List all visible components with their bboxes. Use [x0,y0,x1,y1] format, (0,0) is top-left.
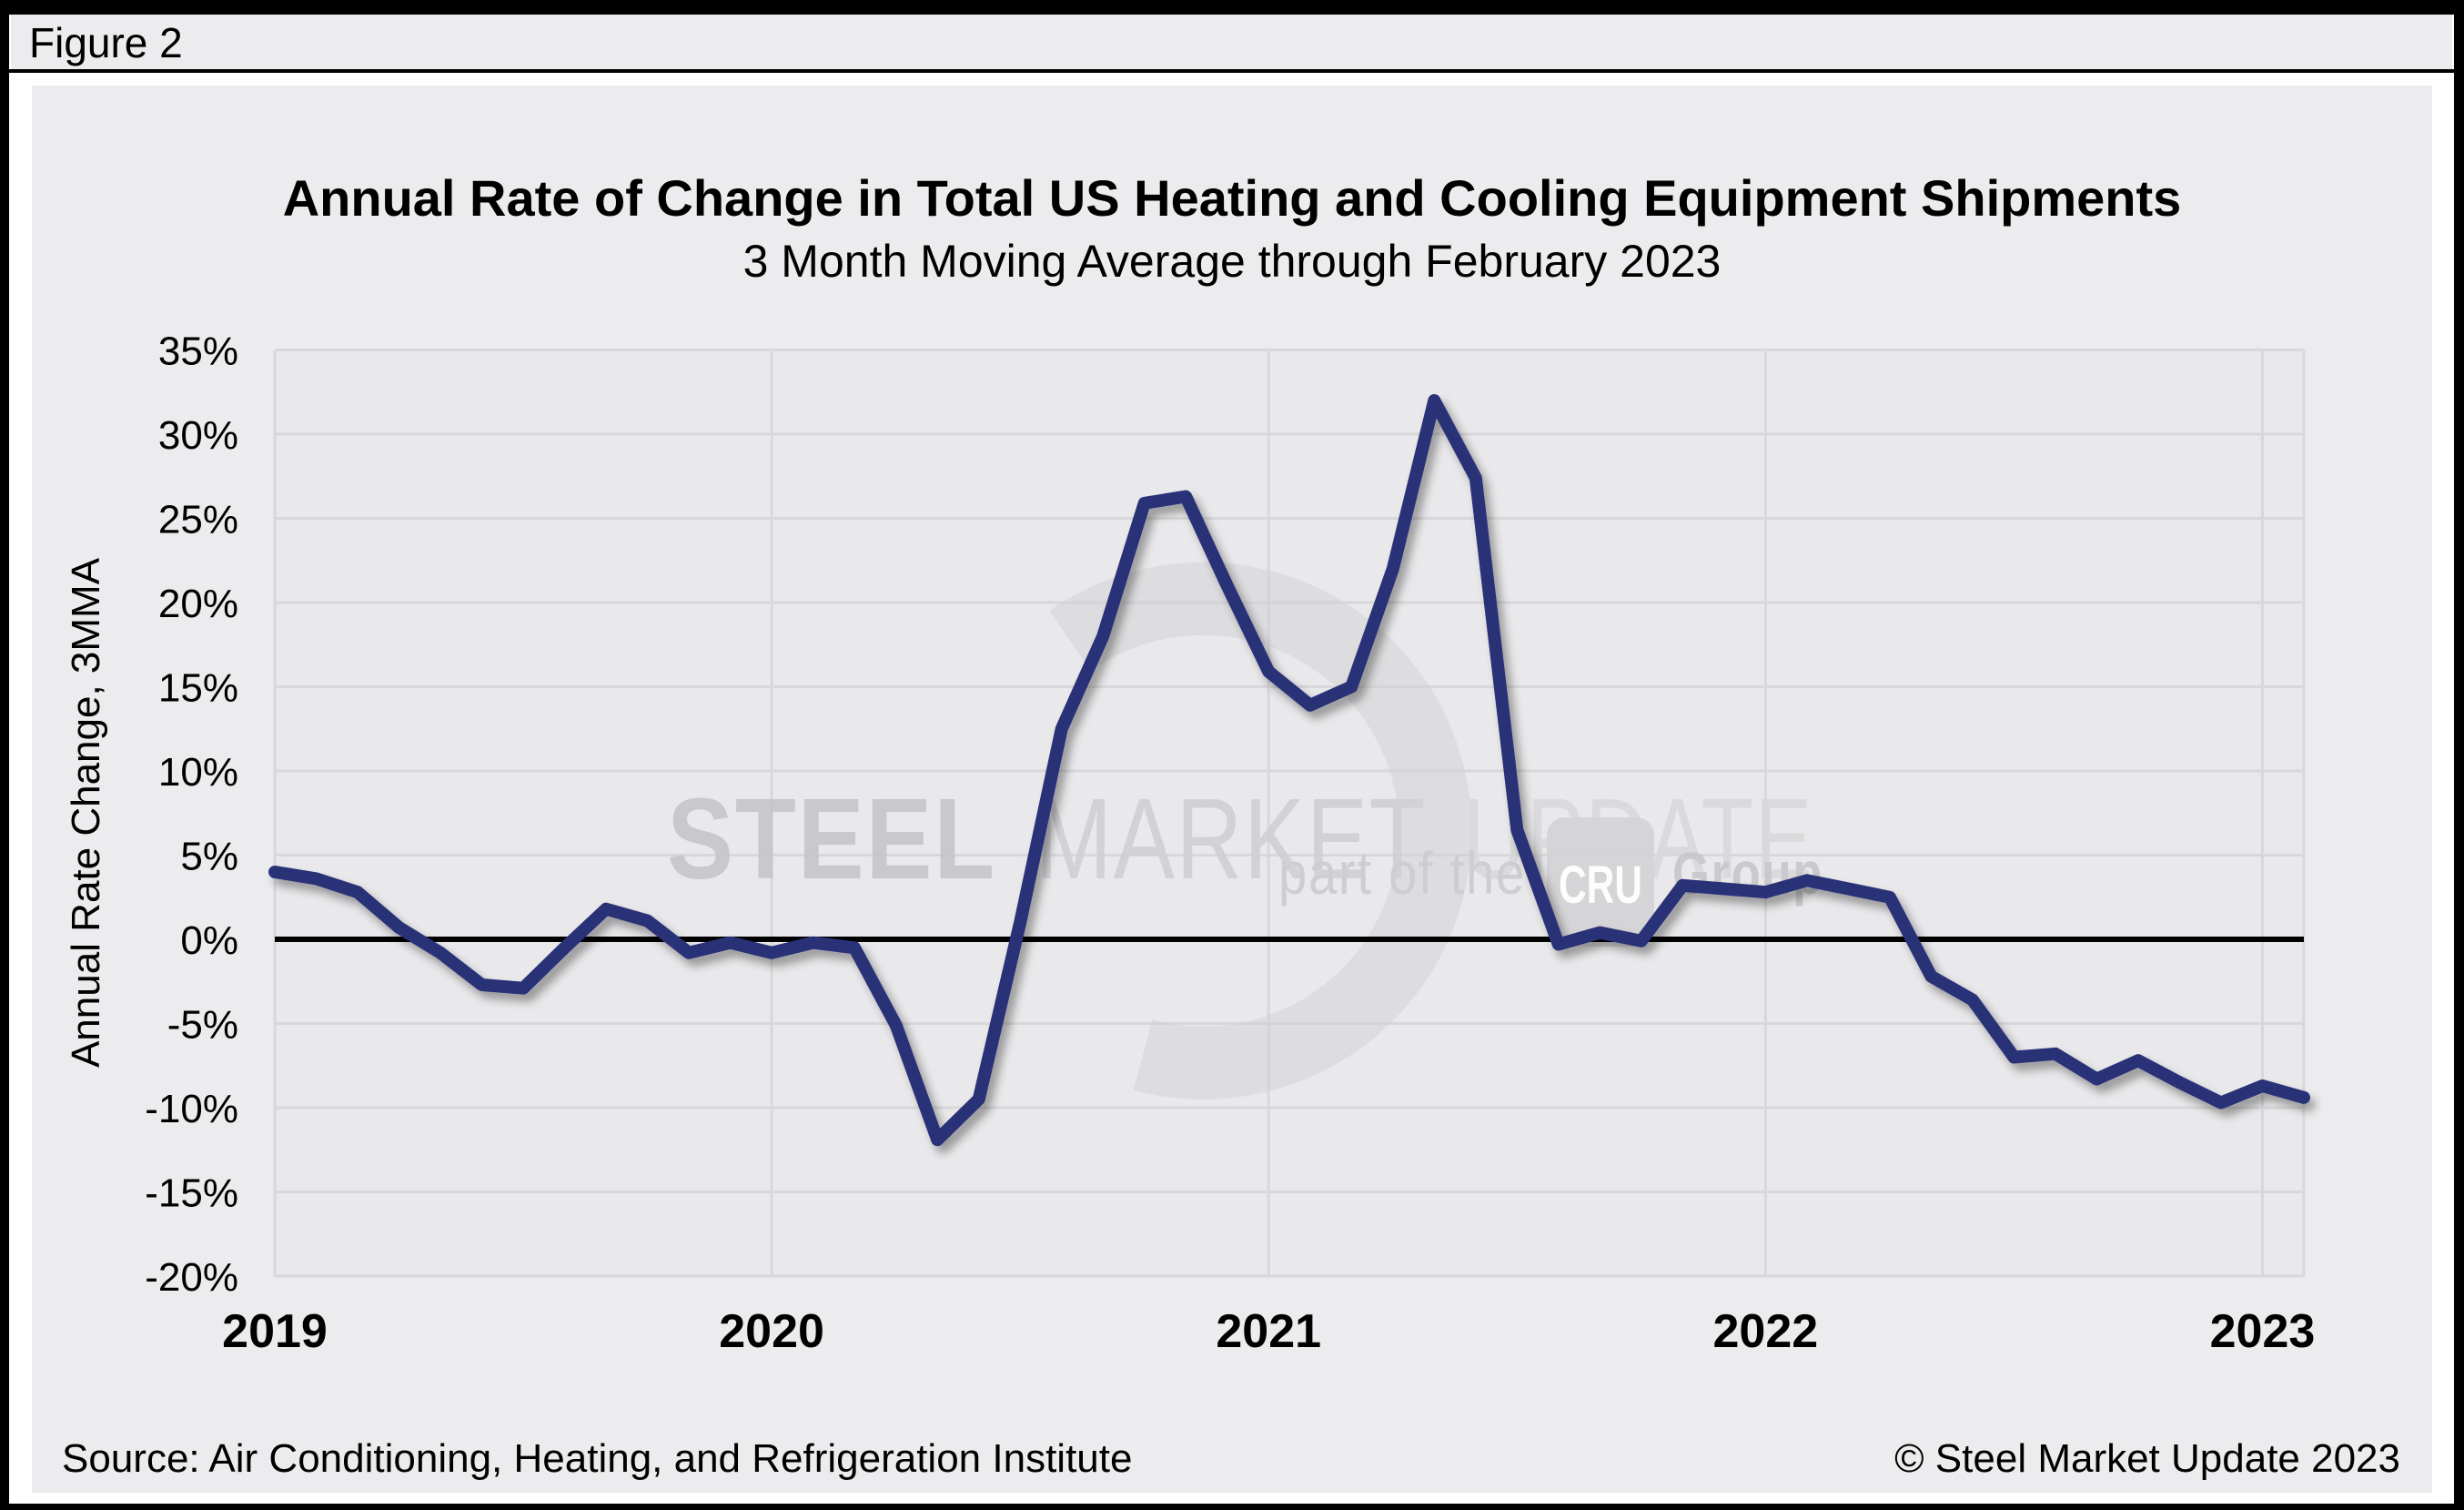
x-tick-label: 2021 [1216,1305,1321,1358]
watermark-word-market: MARKET [1035,775,1427,903]
title-block: Annual Rate of Change in Total US Heatin… [32,169,2432,288]
watermark-word-steel: STEEL [667,775,996,903]
x-tick-label: 2019 [222,1305,328,1358]
header-rule [9,69,2454,73]
source-text: Source: Air Conditioning, Heating, and R… [62,1436,1133,1481]
y-tick-label: -5% [167,1003,238,1048]
copyright-text: © Steel Market Update 2023 [1894,1436,2400,1481]
watermark-tagline: part of the [1278,839,1526,907]
figure-label: Figure 2 [29,19,183,66]
cru-logo-box [1547,817,1654,947]
y-tick-label: 5% [180,835,238,879]
cru-logo-text: CRU [1559,856,1642,915]
y-tick-label: 35% [158,329,238,374]
y-tick-label: -20% [145,1255,238,1300]
chart-title: Annual Rate of Change in Total US Heatin… [282,169,2182,227]
chart-subtitle: 3 Month Moving Average through February … [742,236,1722,288]
y-tick-label: -10% [145,1087,238,1131]
y-tick-label: 20% [158,582,238,626]
y-tick-label: 30% [158,413,238,458]
x-tick-label: 2020 [719,1305,824,1358]
x-axis-tick-labels: 2019 2020 2021 2022 2023 [222,1305,2315,1358]
plot-area [275,350,2304,1276]
x-tick-label: 2023 [2210,1305,2316,1358]
figure-header-band: Figure 2 [11,15,2452,69]
watermark-swoosh-icon [1049,562,1472,1100]
data-line [268,394,2310,1147]
y-tick-label: 15% [158,666,238,711]
y-tick-label: -15% [145,1171,238,1216]
y-tick-label: 10% [158,750,238,795]
y-axis-title: Annual Rate Change, 3MMA [64,557,108,1069]
x-tick-label: 2022 [1713,1305,1819,1358]
y-tick-label: 0% [180,918,238,963]
y-tick-label: 25% [158,498,238,542]
y-axis-tick-labels: 35% 30% 25% 20% 15% 10% 5% 0% -5% -10% -15% -20% [145,329,238,1301]
